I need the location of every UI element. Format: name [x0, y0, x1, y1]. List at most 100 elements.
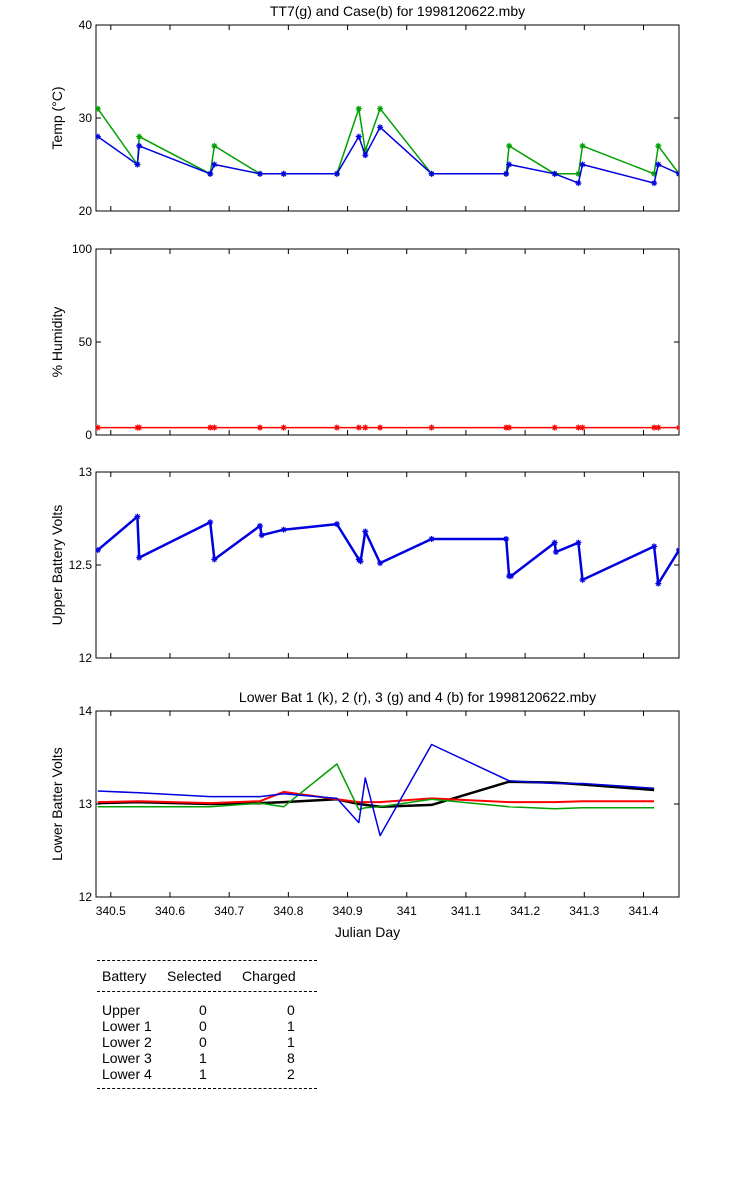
row-selected: 0: [199, 1034, 207, 1050]
data-point: [333, 170, 340, 177]
row-battery: Lower 3: [102, 1050, 152, 1066]
data-point: [357, 558, 364, 565]
table-top-divider: [97, 960, 317, 961]
data-point: [655, 424, 662, 431]
marker-star-stroke: [334, 171, 340, 177]
marker-star-stroke: [506, 143, 512, 149]
marker-star-stroke: [362, 152, 368, 158]
y-tick-label: 13: [79, 797, 93, 811]
marker-star-stroke: [575, 180, 581, 186]
row-selected: 1: [199, 1066, 207, 1082]
data-point: [651, 180, 658, 187]
marker-star-stroke: [676, 547, 679, 551]
chart-humidity: 0 50 100 % Humidity: [49, 242, 680, 442]
data-point: [506, 424, 513, 431]
data-point: [506, 161, 513, 168]
y-axis-label: Upper Battery Volts: [49, 505, 65, 626]
marker-star-stroke: [358, 558, 364, 564]
chart-title: Lower Bat 1 (k), 2 (r), 3 (g) and 4 (b) …: [239, 689, 596, 705]
x-tick-label: 340.7: [214, 904, 244, 918]
chart-title: TT7(g) and Case(b) for 1998120622.mby: [270, 3, 525, 19]
row-selected: 1: [199, 1050, 207, 1066]
data-point: [551, 539, 558, 546]
marker-star-stroke: [676, 549, 679, 553]
marker-star-stroke: [362, 425, 368, 431]
data-point: [211, 424, 218, 431]
series-line-case: [97, 126, 679, 184]
marker-star-stroke: [207, 519, 213, 525]
data-point: [575, 539, 582, 546]
data-point: [355, 133, 362, 140]
data-point: [207, 424, 214, 431]
marker-star-stroke: [362, 528, 368, 535]
marker-star-stroke: [579, 143, 586, 149]
marker-star-stroke: [134, 161, 140, 168]
data-point: [136, 424, 143, 431]
row-charged: 8: [287, 1050, 295, 1066]
marker-star-stroke: [281, 171, 287, 177]
data-point: [136, 554, 143, 561]
plot-frame: [95, 248, 680, 436]
data-point: [579, 424, 586, 431]
plot-frame: [95, 471, 680, 659]
marker-star-stroke: [96, 425, 101, 431]
marker-star-stroke: [96, 106, 101, 112]
data-point: [428, 170, 435, 177]
marker-star-stroke: [676, 425, 679, 429]
marker-star-stroke: [281, 527, 287, 533]
data-point: [676, 170, 679, 177]
y-axis-label: Lower Batter Volts: [49, 747, 65, 861]
data-point: [207, 170, 214, 177]
row-battery: Lower 4: [102, 1066, 152, 1082]
marker-star-stroke: [575, 540, 581, 546]
marker-star-stroke: [134, 514, 140, 520]
row-battery: Lower 1: [102, 1018, 152, 1034]
data-point: [428, 535, 435, 542]
marker-star-stroke: [334, 425, 340, 431]
marker-star-stroke: [377, 425, 383, 431]
y-tick-label: 20: [79, 204, 93, 218]
charts-figure: 20 30 40 TT7(g) and Case(b) for 1998120622.…: [49, 3, 680, 940]
marker-star-stroke: [655, 581, 661, 587]
x-tick-label: 341.4: [628, 904, 658, 918]
data-point: [355, 105, 362, 112]
data-point: [377, 424, 384, 431]
series-line-tt7: [97, 107, 679, 175]
data-point: [552, 548, 559, 555]
marker-star-stroke: [207, 171, 213, 177]
marker-star-stroke: [429, 171, 435, 177]
data-point: [575, 180, 582, 187]
table-row: Lower 3 1 8: [97, 1050, 317, 1066]
marker-star-stroke: [96, 547, 101, 553]
data-point: [676, 424, 679, 431]
header-selected: Selected: [167, 968, 222, 984]
data-point: [258, 532, 265, 539]
data-point: [676, 547, 679, 554]
table-header-row: Battery Selected Charged: [97, 961, 317, 991]
series-group: [96, 513, 679, 587]
data-point: [651, 543, 658, 550]
data-point: [579, 161, 586, 168]
marker-star-stroke: [96, 134, 101, 140]
marker-star-stroke: [429, 425, 435, 431]
marker-star-stroke: [676, 426, 679, 431]
y-tick-label: 100: [72, 242, 92, 256]
row-charged: 1: [287, 1034, 295, 1050]
y-tick-label: 12.5: [69, 558, 93, 572]
chart-lower: 12 13 14 340.5 340.6 340.7 340.8 340.9 341 341.1 3…: [49, 689, 680, 940]
data-point: [211, 556, 218, 563]
data-point: [280, 526, 287, 533]
marker-star-stroke: [506, 161, 512, 168]
data-point: [96, 424, 101, 431]
data-point: [134, 513, 141, 520]
table-row: Upper 0 0: [97, 1002, 317, 1018]
x-axis-label: Julian Day: [335, 924, 400, 940]
data-point: [362, 528, 369, 535]
marker-star-stroke: [259, 532, 265, 538]
data-point: [655, 142, 662, 149]
marker-star-stroke: [676, 171, 679, 175]
marker-star-stroke: [553, 549, 559, 555]
table-bottom-divider: [97, 1088, 317, 1089]
y-tick-label: 0: [85, 428, 92, 442]
marker-star-stroke: [429, 536, 435, 542]
